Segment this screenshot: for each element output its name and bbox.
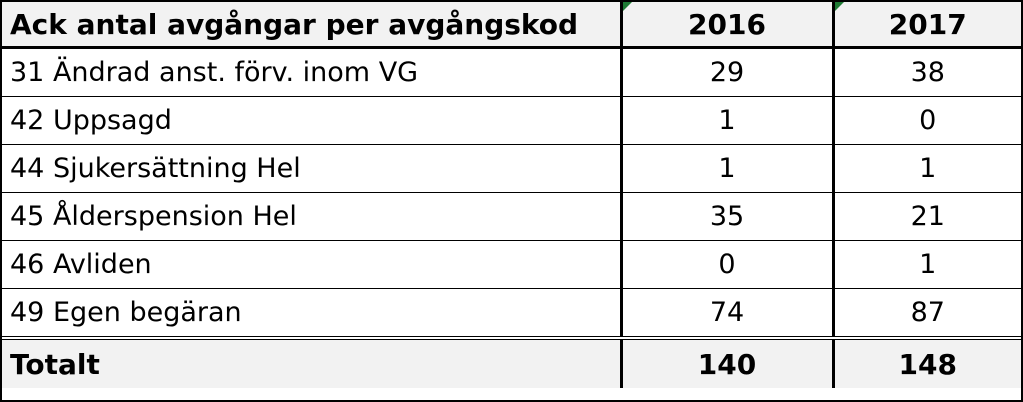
table-row: 49 Egen begäran 74 87 — [2, 288, 1021, 338]
comment-marker-icon — [836, 2, 844, 11]
header-year-label: 2016 — [688, 7, 766, 41]
row-value-2017-cell[interactable]: 21 — [831, 192, 1021, 241]
header-year-2016-cell[interactable]: 2016 — [619, 2, 833, 49]
table-row: 44 Sjukersättning Hel 1 1 — [2, 144, 1021, 193]
departures-table: Ack antal avgångar per avgångskod 2016 2… — [2, 2, 1021, 388]
row-label-cell[interactable]: 45 Ålderspension Hel — [2, 192, 621, 241]
comment-marker-icon — [624, 2, 632, 11]
row-label-cell[interactable]: 46 Avliden — [2, 240, 621, 289]
row-label-cell[interactable]: 31 Ändrad anst. förv. inom VG — [2, 47, 621, 97]
row-value-2016-cell[interactable]: 74 — [619, 288, 833, 338]
header-year-2017-cell[interactable]: 2017 — [831, 2, 1021, 49]
header-year-label: 2017 — [888, 7, 967, 41]
row-label-cell[interactable]: 42 Uppsagd — [2, 96, 621, 145]
total-value-2017-cell[interactable]: 148 — [831, 336, 1021, 388]
row-value-2016-cell[interactable]: 0 — [619, 240, 833, 289]
header-label-cell[interactable]: Ack antal avgångar per avgångskod — [2, 2, 621, 49]
table-row: 45 Ålderspension Hel 35 21 — [2, 192, 1021, 241]
row-value-2016-cell[interactable]: 1 — [619, 96, 833, 145]
table-row: 42 Uppsagd 1 0 — [2, 96, 1021, 145]
row-value-2017-cell[interactable]: 0 — [831, 96, 1021, 145]
total-label-cell[interactable]: Totalt — [2, 336, 621, 388]
row-value-2016-cell[interactable]: 1 — [619, 144, 833, 193]
header-row: Ack antal avgångar per avgångskod 2016 2… — [2, 2, 1021, 49]
row-value-2017-cell[interactable]: 1 — [831, 240, 1021, 289]
total-row: Totalt 140 148 — [2, 336, 1021, 388]
row-value-2016-cell[interactable]: 29 — [619, 47, 833, 97]
row-label-cell[interactable]: 49 Egen begäran — [10, 297, 242, 328]
row-value-2017-cell[interactable]: 87 — [831, 288, 1021, 338]
table-row: 31 Ändrad anst. förv. inom VG 29 38 — [2, 47, 1021, 97]
total-value-2016-cell[interactable]: 140 — [619, 336, 833, 388]
table-row: 46 Avliden 0 1 — [2, 240, 1021, 289]
row-value-2017-cell[interactable]: 38 — [831, 47, 1021, 97]
row-value-2016-cell[interactable]: 35 — [619, 192, 833, 241]
row-label-cell[interactable]: 44 Sjukersättning Hel — [2, 144, 621, 193]
row-value-2017-cell[interactable]: 1 — [831, 144, 1021, 193]
